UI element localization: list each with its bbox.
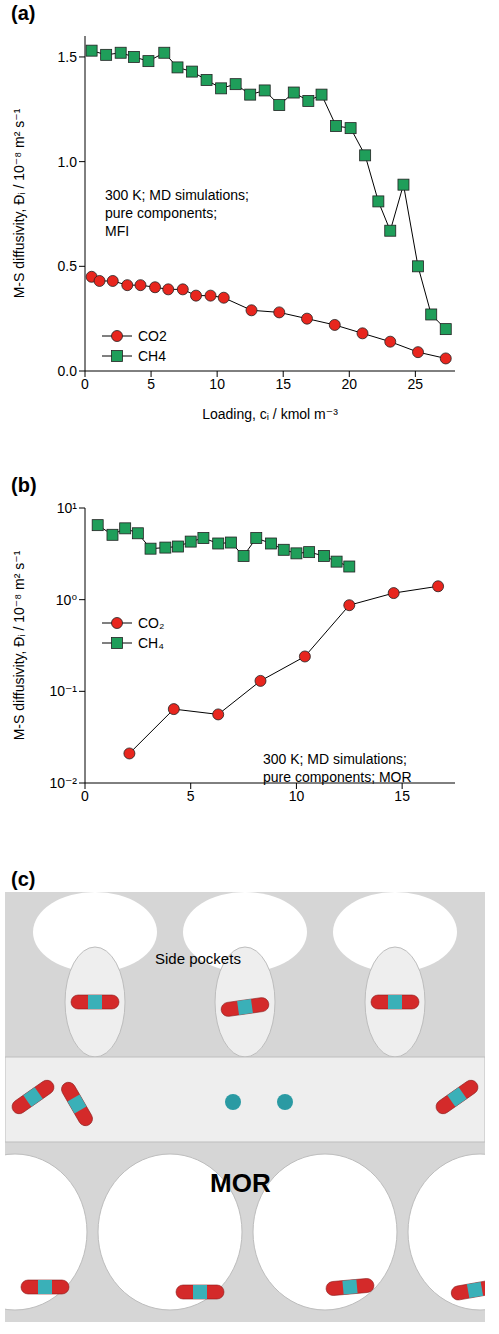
html-text:(a): (a)	[11, 2, 36, 24]
svg-text:10⁰: 10⁰	[56, 592, 78, 608]
html-text:300 K; MD simulations;: 300 K; MD simulations;	[105, 187, 249, 203]
svg-text:MOR: MOR	[210, 1168, 271, 1198]
svg-text:0.5: 0.5	[58, 258, 78, 274]
html-text:MFI: MFI	[105, 223, 130, 239]
svg-text:15: 15	[275, 376, 291, 392]
svg-text:10¹: 10¹	[57, 500, 78, 516]
svg-text:1.5: 1.5	[58, 49, 78, 65]
svg-text:10: 10	[289, 788, 305, 804]
svg-text:10⁻²: 10⁻²	[49, 775, 77, 791]
svg-text:5: 5	[187, 788, 195, 804]
html-text:300 K; MD simulations;: 300 K; MD simulations;	[263, 751, 407, 767]
svg-text:15: 15	[394, 788, 410, 804]
html-text:CO2: CO2	[138, 328, 167, 344]
svg-text:5: 5	[147, 376, 155, 392]
svg-text:0: 0	[81, 788, 89, 804]
svg-text:Side pockets: Side pockets	[155, 950, 241, 967]
svg-text:M-S diffusivity, Đᵢ / 10⁻⁸ m²: M-S diffusivity, Đᵢ / 10⁻⁸ m² s⁻¹	[11, 550, 27, 740]
svg-text:25: 25	[408, 376, 424, 392]
html-text:CH₄: CH₄	[138, 635, 164, 651]
html-text:(c): (c)	[11, 868, 36, 890]
html-text:(b): (b)	[11, 474, 37, 496]
svg-text:0: 0	[81, 376, 89, 392]
svg-text:1.0: 1.0	[58, 154, 78, 170]
html-text:CH4: CH4	[138, 348, 166, 364]
svg-text:10⁻¹: 10⁻¹	[49, 683, 77, 699]
svg-text:Loading, cᵢ / kmol m⁻³: Loading, cᵢ / kmol m⁻³	[202, 406, 338, 422]
html-text:pure components;: pure components;	[105, 205, 218, 221]
html-text:CO₂: CO₂	[138, 615, 165, 631]
svg-text:0.0: 0.0	[58, 363, 78, 379]
svg-text:M-S diffusivity, Đᵢ / 10⁻⁸ m²: M-S diffusivity, Đᵢ / 10⁻⁸ m² s⁻¹	[11, 108, 27, 298]
html-text:pure components; MOR: pure components; MOR	[263, 769, 412, 785]
svg-text:20: 20	[341, 376, 357, 392]
svg-text:10: 10	[209, 376, 225, 392]
